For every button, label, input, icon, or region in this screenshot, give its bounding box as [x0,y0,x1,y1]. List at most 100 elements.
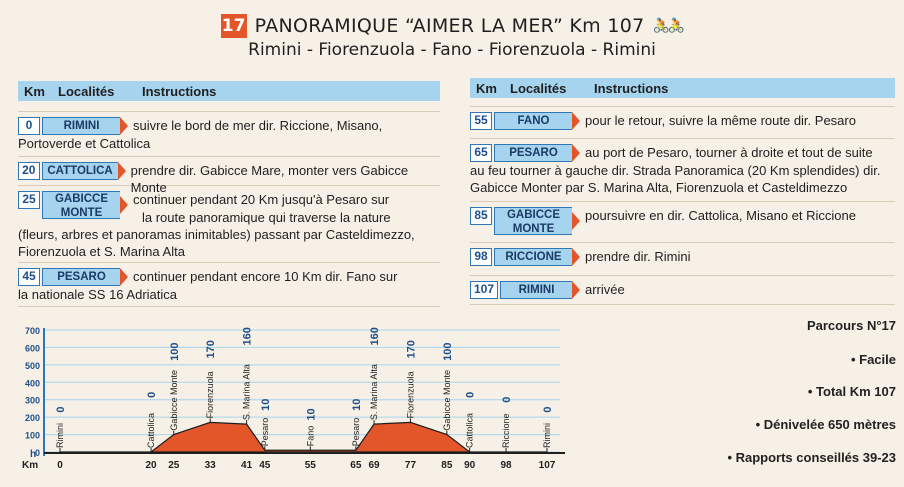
instruction-text: continuer pendant 20 Km jusqu'à Pesaro s… [133,192,390,207]
summary-rapports: • Rapports conseillés 39-23 [727,450,896,465]
arrow-right-icon [120,268,128,286]
bicycle-icon: 🚴🚴 [652,18,686,34]
x-tick-label: 55 [305,460,317,471]
x-tick-label: 77 [405,460,417,471]
place-name-label: Fiorenzuola [405,371,415,418]
page-title: PANORAMIQUE “AIMER LA MER” Km 107 [254,15,645,37]
x-tick-label: 33 [205,460,217,471]
arrow-right-icon [572,144,580,162]
instruction-text-continued: la route panoramique qui traverse la nat… [142,210,391,225]
route-number-badge: 17 [220,14,247,38]
place-label: PESARO [42,268,120,286]
place-name-label: S. Marina Alta [369,364,379,420]
y-tick-label: 200 [25,413,40,423]
place-altitude-label: 0 [542,406,554,412]
instruction-entry: 25 GABICCE MONTE continuer pendant 20 Km j… [18,191,440,260]
place-name-label: Rimini [542,423,552,448]
place-label: GABICCE MONTE [42,191,120,219]
place-name-label: Pesaro [260,418,270,447]
place-label: RIMINI [500,281,572,299]
y-axis-label: h [30,449,36,460]
summary-parcours: Parcours N°17 [806,318,896,333]
instruction-text: suivre le bord de mer dir. Riccione, Mis… [133,118,383,133]
place-altitude-label: 160 [369,327,381,345]
row-divider [18,262,440,263]
x-tick-label: 0 [57,460,63,471]
y-tick-label: 600 [25,343,40,353]
instructions-column-label: Instructions [594,80,669,96]
instruction-entry: 85 GABICCE MONTE poursuivre en dir. Cattol… [470,207,895,235]
row-divider [470,201,895,202]
arrow-right-icon [572,281,580,299]
instruction-entry: 55 FANO pour le retour, suivre la même rou… [470,112,895,130]
x-tick-label: 41 [241,460,253,471]
km-badge: 85 [470,207,492,225]
instruction-entry: 0 RIMINI suivre le bord de mer dir. Riccio… [18,117,440,152]
km-badge: 45 [18,268,40,286]
km-badge: 107 [470,281,498,299]
row-divider [18,156,440,157]
place-altitude-label: 100 [169,343,181,361]
x-tick-label: 90 [464,460,476,471]
row-divider [470,106,895,107]
place-name-label: Gabicce Monte [442,370,452,431]
header: 17 PANORAMIQUE “AIMER LA MER” Km 107 🚴🚴 … [0,14,904,60]
instruction-entry: 20 CATTOLICA prendre dir. Gabicce Mare, mo… [18,162,440,196]
place-altitude-label: 170 [205,340,217,358]
y-tick-label: 400 [25,378,40,388]
x-tick-label: 65 [350,460,362,471]
place-label: GABICCE MONTE [494,207,572,235]
summary-difficulty: • Facile [850,352,896,367]
row-divider [18,306,440,307]
instruction-text: prendre dir. Gabicce Mare, monter vers G… [130,163,409,195]
instruction-text: arrivée [585,282,625,297]
place-name-label: Pesaro [351,418,361,447]
x-tick-label: 25 [168,460,180,471]
instruction-entry: 65 PESARO au port de Pesaro, tourner à dro… [470,144,895,196]
route-subtitle: Rimini - Fiorenzuola - Fano - Fiorenzuol… [248,40,656,60]
x-tick-label: 98 [500,460,512,471]
instruction-text-continued: Fiorenzuola et S. Marina Alta [18,244,185,259]
y-tick-label: 500 [25,361,40,371]
place-label: CATTOLICA [41,162,118,180]
x-tick-label: 20 [145,460,157,471]
instruction-text: au port de Pesaro, tourner à droite et t… [585,145,873,160]
km-badge: 65 [470,144,492,162]
arrow-right-icon [117,162,126,180]
place-altitude-label: 160 [242,327,254,345]
instruction-text-continued: (fleurs, arbres et panoramas inimitables… [18,227,415,242]
km-badge: 55 [470,112,492,130]
y-tick-label: 300 [25,396,40,406]
instruction-text-continued: Gabicce Monter par S. Marina Alta, Fiore… [470,180,848,195]
instruction-entry: 98 RICCIONE prendre dir. Rimini [470,248,895,266]
place-altitude-label: 0 [465,392,477,398]
place-name-label: S. Marina Alta [242,364,252,420]
place-altitude-label: 10 [260,399,272,411]
row-divider [470,275,895,276]
instruction-entry: 45 PESARO continuer pendant encore 10 Km d… [18,268,440,303]
place-altitude-label: 170 [405,340,417,358]
x-axis-label: Km [22,460,38,471]
arrow-right-icon [572,248,580,266]
place-name-label: Riccione [501,413,511,448]
y-tick-label: 100 [25,431,40,441]
place-label: PESARO [494,144,572,162]
arrow-right-icon [572,212,580,230]
row-divider [470,138,895,139]
row-divider [470,242,895,243]
row-divider [18,111,440,112]
km-badge: 98 [470,248,492,266]
summary-total: • Total Km 107 [807,384,896,399]
place-name-label: Cattolica [146,413,156,448]
arrow-right-icon [120,117,128,135]
instruction-text-continued: Portoverde et Cattolica [18,136,151,151]
localites-column-label: Localités [510,80,567,96]
instruction-text: prendre dir. Rimini [585,249,691,264]
y-tick-label: 0 [35,448,40,458]
x-tick-label: 45 [259,460,271,471]
instruction-text: pour le retour, suivre la même route dir… [585,113,856,128]
place-altitude-label: 0 [501,397,513,403]
arrow-right-icon [120,196,128,214]
place-label: FANO [494,112,572,130]
